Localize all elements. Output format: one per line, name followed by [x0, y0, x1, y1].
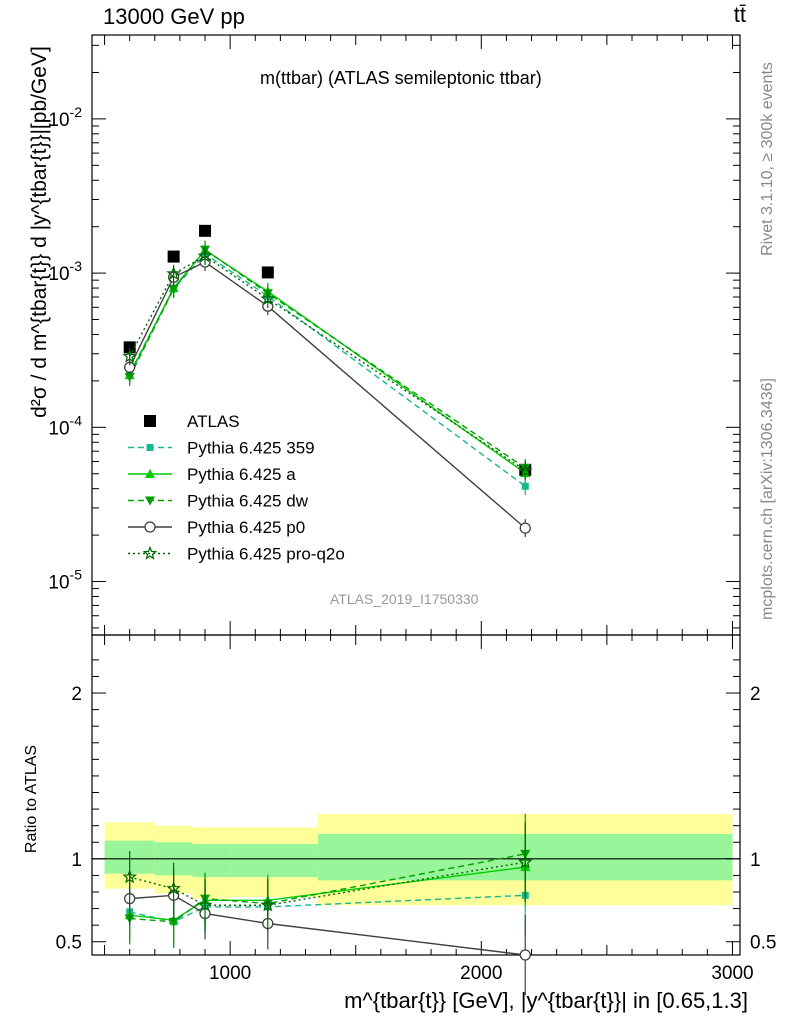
legend-label: Pythia 6.425 p0	[187, 518, 305, 537]
ratio-point	[197, 897, 213, 912]
ratio-y-tick-label-right: 2	[750, 684, 761, 705]
main-point	[123, 341, 136, 354]
y-axis-label-ratio: Ratio to ATLAS	[23, 744, 40, 854]
x-tick-label: 1000	[209, 963, 251, 984]
ratio-y-tick-label-right: 0.5	[750, 933, 776, 954]
ratio-band-green	[230, 843, 319, 878]
legend-label: Pythia 6.425 pro-q2o	[187, 545, 345, 564]
main-point	[122, 348, 137, 363]
legend-label: ATLAS	[187, 412, 240, 431]
side-rivet-label: Rivet 3.1.10, ≥ 300k events	[759, 62, 776, 256]
main-series-line	[129, 248, 526, 469]
ratio-point	[260, 897, 276, 912]
y-axis-label-main: d²σ / d m^{tbar{t}} d |y^{tbar{t}}|[pb/G…	[28, 46, 51, 418]
ratio-y-tick-label: 1	[71, 850, 82, 871]
legend-marker	[142, 545, 158, 560]
header-process: tt̄	[733, 2, 746, 27]
main-point	[517, 462, 533, 477]
main-point	[199, 224, 212, 237]
legend-marker	[144, 521, 156, 533]
x-tick-label: 2000	[460, 963, 502, 984]
ratio-point	[122, 869, 137, 884]
header-energy: 13000 GeV pp	[103, 4, 245, 29]
legend-marker	[145, 469, 155, 478]
x-axis-label: m^{tbar{t}} [GeV], |y^{tbar{t}}| in [0.6…	[344, 988, 748, 1013]
ratio-band-green	[192, 843, 231, 878]
side-mcplots-label: mcplots.cern.ch [arXiv:1306.3436]	[759, 378, 776, 620]
ratio-y-tick-label: 0.5	[56, 933, 82, 954]
analysis-watermark: ATLAS_2019_I1750330	[330, 591, 479, 607]
legend-marker	[146, 444, 154, 451]
y-tick-label: 10-2	[48, 104, 82, 131]
legend-marker	[145, 496, 155, 506]
plot-title: m(ttbar) (ATLAS semileptonic ttbar)	[260, 68, 542, 88]
y-tick-label: 10-5	[48, 567, 82, 594]
main-point	[166, 266, 181, 280]
legend-label: Pythia 6.425 359	[187, 439, 315, 458]
ratio-point	[166, 881, 181, 895]
ratio-point	[519, 949, 531, 961]
main-series-line	[129, 261, 526, 529]
legend-marker	[144, 415, 156, 427]
y-tick-label: 10-3	[48, 258, 82, 285]
legend-label: Pythia 6.425 dw	[187, 492, 309, 511]
main-point	[260, 291, 276, 306]
ratio-frame	[91, 634, 741, 956]
main-point	[168, 284, 179, 294]
x-tick-label: 3000	[711, 963, 753, 984]
ratio-point	[168, 917, 179, 927]
main-point	[519, 522, 531, 534]
main-point	[167, 250, 180, 263]
main-point	[197, 248, 213, 263]
ratio-y-tick-label: 2	[71, 684, 82, 705]
main-point	[124, 372, 135, 382]
legend-label: Pythia 6.425 a	[187, 465, 296, 484]
ratio-y-tick-label-right: 1	[750, 850, 761, 871]
main-point	[521, 482, 529, 490]
ratio-point	[517, 854, 533, 869]
y-tick-label: 10-4	[48, 412, 82, 439]
main-point	[261, 266, 274, 279]
